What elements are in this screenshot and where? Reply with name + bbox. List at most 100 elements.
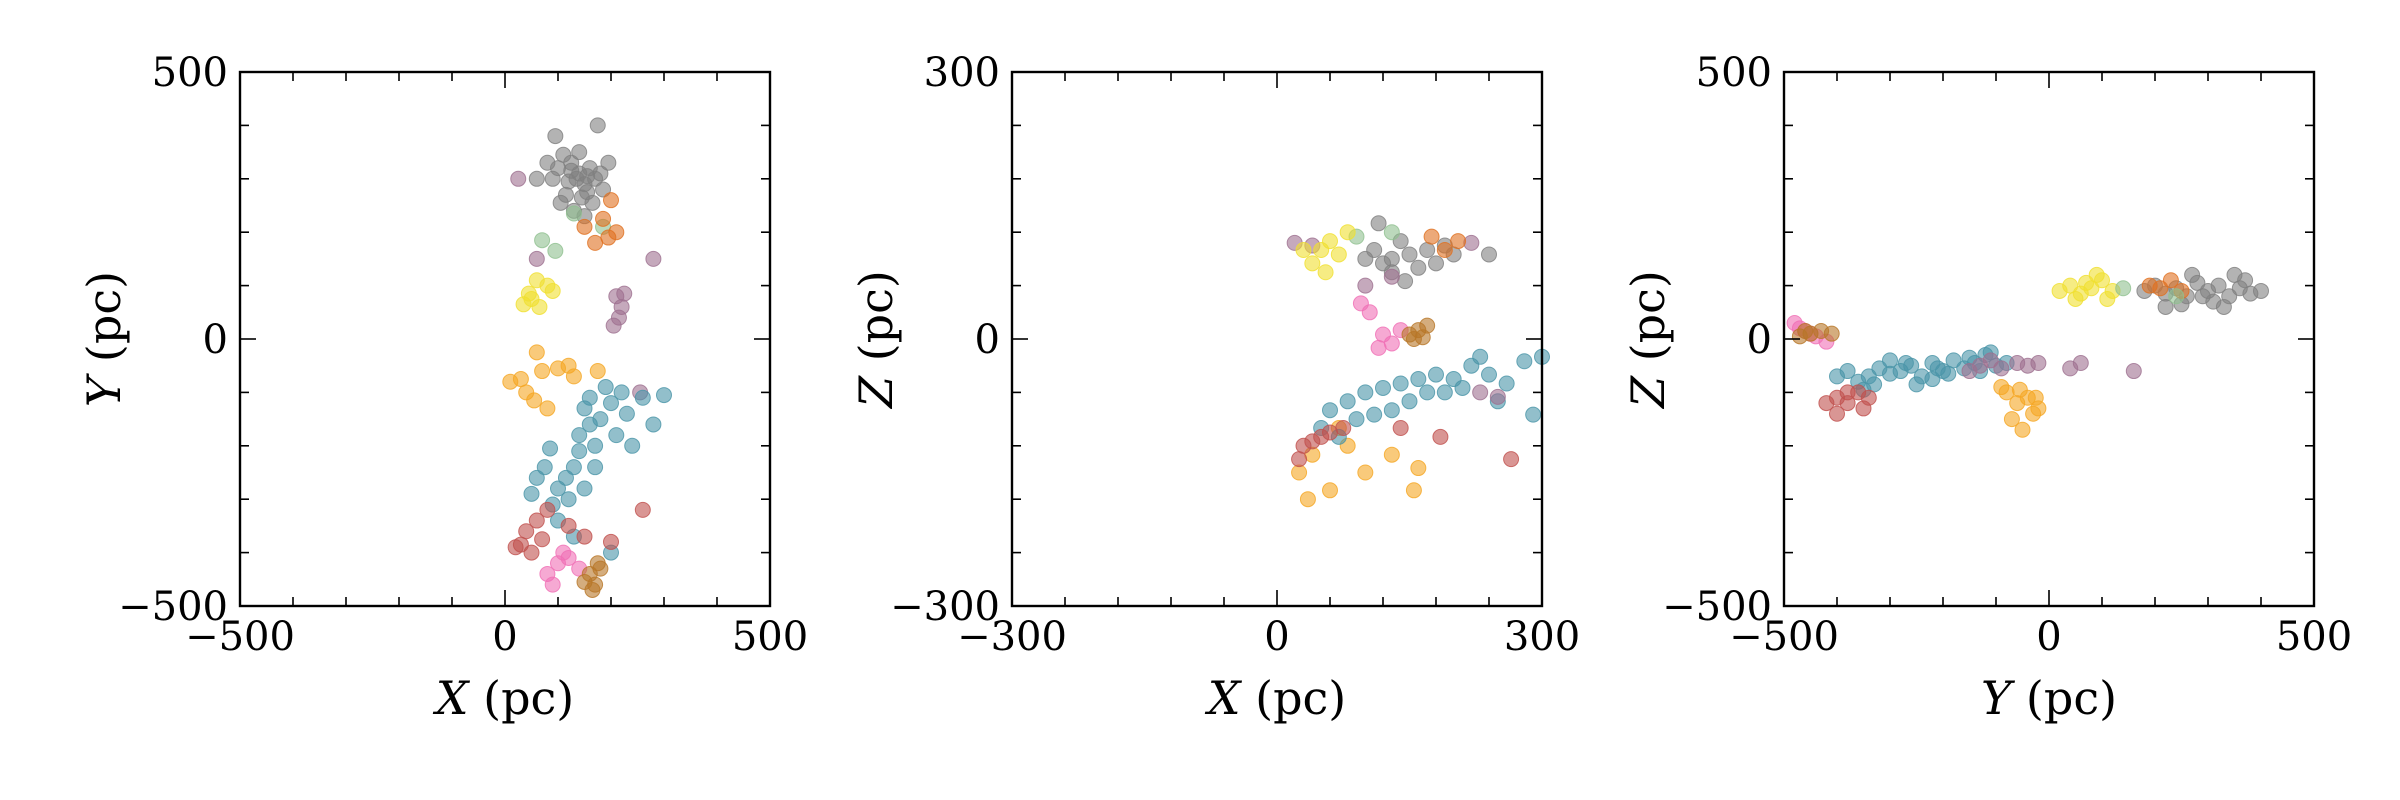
scatter-point (1525, 406, 1542, 423)
scatter-point (571, 443, 588, 460)
scatter-point (1866, 376, 1883, 393)
scatter-point (2215, 298, 2232, 315)
scatter-point (597, 379, 614, 396)
scatter-point (1410, 371, 1427, 388)
scatter-point (2184, 266, 2201, 283)
scatter-panel-xy: −500 0 500 −500 0 500 X (pc) Y (pc) (77, 50, 808, 725)
scatter-point (1839, 363, 1856, 380)
x-tick-label: −500 (1729, 614, 1839, 660)
scatter-point (1366, 406, 1383, 423)
scatter-point (1516, 353, 1533, 370)
scatter-point (2162, 272, 2179, 289)
scatter-point (576, 218, 593, 235)
scatter-point (1993, 379, 2010, 396)
scatter-point (608, 224, 625, 241)
x-tick-label: 300 (1504, 614, 1580, 660)
scatter-point (1295, 242, 1312, 258)
scatter-point (544, 170, 561, 187)
scatter-point (1839, 384, 1856, 401)
scatter-point (1972, 357, 1989, 374)
plot-frame (1010, 70, 1544, 608)
scatter-point (1375, 379, 1391, 396)
scatter-points (1286, 215, 1550, 508)
scatter-point (2078, 274, 2095, 291)
scatter-point (1370, 215, 1387, 232)
scatter-point (2027, 389, 2044, 406)
scatter-point (595, 181, 612, 198)
x-tick-label: 0 (2036, 614, 2061, 660)
scatter-point (589, 363, 606, 380)
scatter-point (1472, 384, 1489, 401)
scatter-point (531, 298, 548, 315)
y-tick-label: 500 (1696, 50, 1772, 96)
scatter-point (603, 192, 619, 209)
scatter-point (2152, 280, 2169, 297)
scatter-point (1797, 322, 1814, 339)
scatter-point (534, 531, 551, 548)
x-tick-label: 500 (2276, 614, 2352, 660)
scatter-point (1454, 379, 1471, 396)
scatter-point (1357, 384, 1374, 401)
scatter-point (571, 427, 588, 444)
y-tick-label: 500 (152, 50, 228, 96)
scatter-point (528, 170, 545, 187)
x-axis-label: X (pc) (433, 671, 574, 725)
scatter-point (557, 469, 574, 486)
y-tick-label: −300 (890, 584, 1000, 630)
scatter-point (510, 170, 527, 187)
scatter-point (1317, 264, 1334, 281)
scatter-point (534, 232, 551, 249)
scatter-point (573, 189, 590, 206)
scatter-point (542, 440, 559, 457)
scatter-point (1357, 277, 1374, 294)
scatter-point (2011, 381, 2028, 398)
scatter-point (1436, 242, 1453, 258)
scatter-point (1361, 304, 1378, 321)
scatter-point (2099, 290, 2116, 307)
plot-frame (238, 70, 772, 608)
scatter-point (576, 528, 593, 545)
scatter-point (1428, 366, 1444, 383)
scatter-point (523, 485, 540, 502)
scatter-point (579, 168, 596, 185)
y-tick-label: 0 (203, 317, 228, 363)
scatter-point (528, 469, 545, 486)
scatter-point (587, 234, 604, 251)
y-tick-label: 0 (975, 317, 1000, 363)
y-tick-label: 300 (924, 50, 1000, 96)
scatter-point (1383, 335, 1400, 352)
scatter-point (613, 384, 630, 401)
scatter-point (1322, 233, 1338, 250)
x-tick-label: 0 (492, 614, 517, 660)
scatter-point (1357, 464, 1374, 481)
scatter-points (1786, 266, 2269, 438)
scatter-point (1322, 402, 1338, 419)
y-axis-label: Z (pc) (1621, 270, 1675, 410)
scatter-point (1882, 352, 1898, 369)
plot-frame (1782, 70, 2316, 608)
scatter-point (608, 427, 625, 444)
scatter-point (1397, 273, 1414, 290)
scatter-point (645, 416, 662, 433)
scatter-point (2025, 405, 2042, 422)
scatter-point (1897, 355, 1914, 372)
scatter-point (560, 517, 577, 534)
scatter-point (1419, 242, 1436, 258)
scatter-point (1291, 464, 1308, 481)
scatter-point (515, 296, 532, 313)
scatter-point (518, 384, 535, 401)
scatter-point (2115, 280, 2132, 297)
scatter-point (2194, 288, 2211, 305)
scatter-point (1414, 329, 1431, 346)
scatter-point (512, 536, 529, 553)
scatter-point (1405, 482, 1422, 499)
scatter-point (1432, 428, 1449, 445)
scatter-point (539, 565, 556, 582)
scatter-point (2210, 277, 2227, 294)
scatter-point (1410, 460, 1427, 477)
scatter-point (1304, 255, 1321, 272)
y-tick-label: 0 (1747, 317, 1772, 363)
scatter-point (536, 459, 553, 476)
scatter-point (581, 389, 598, 406)
